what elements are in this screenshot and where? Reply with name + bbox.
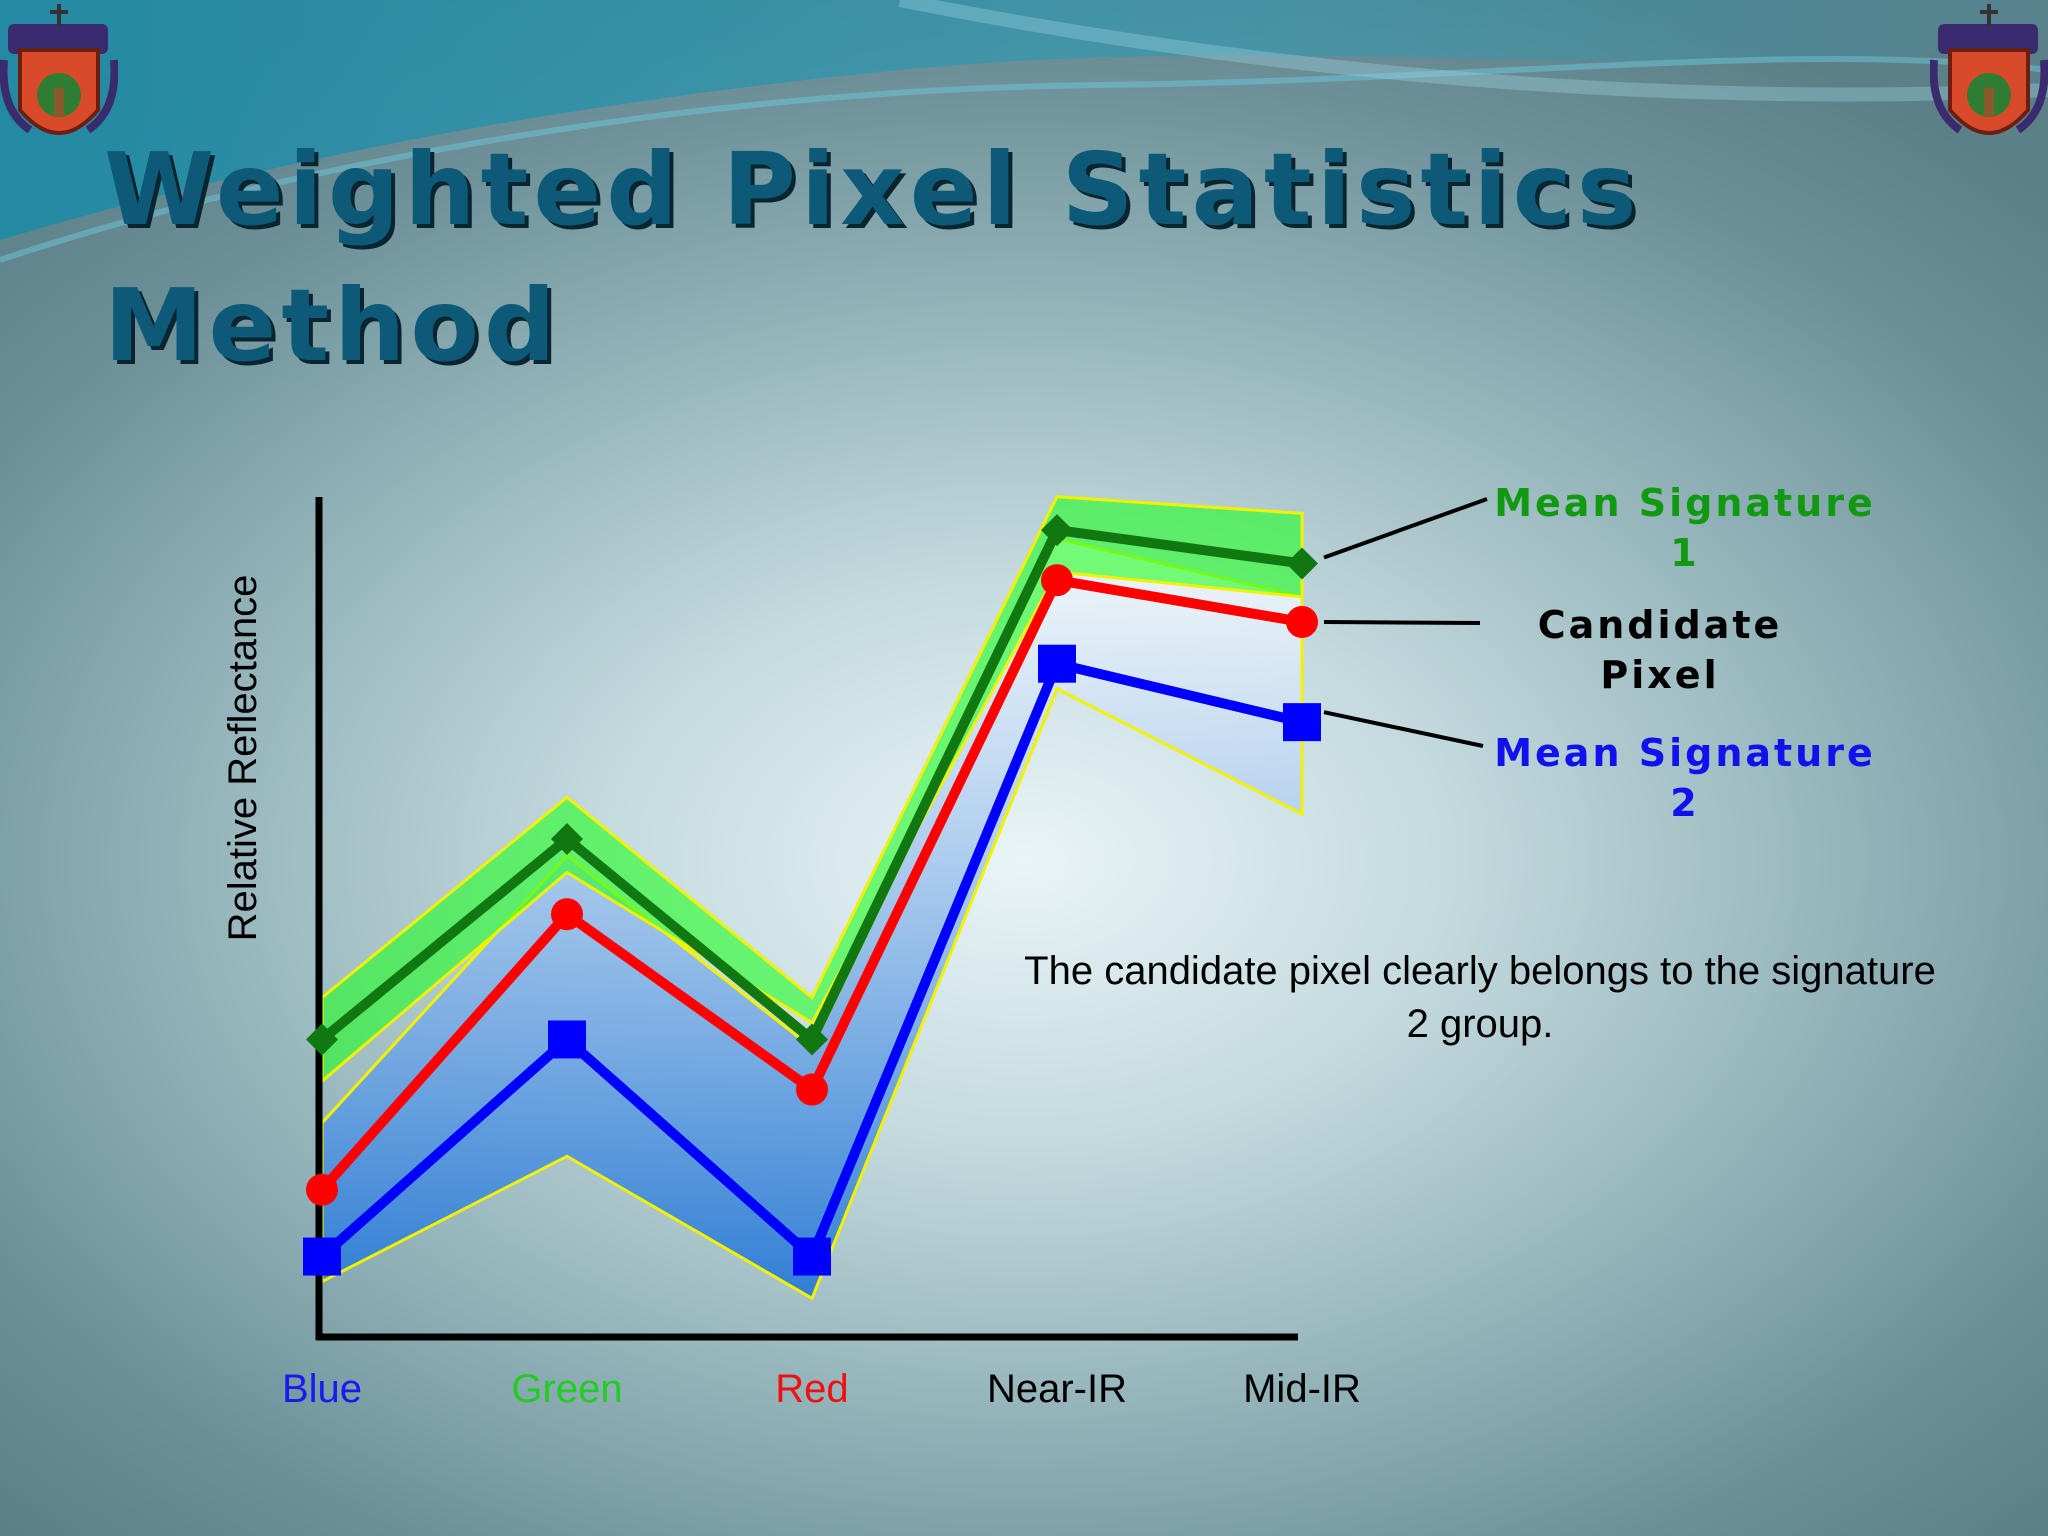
legend-sig1-line1: Mean Signature [1494, 481, 1876, 525]
title-line-2: Method [104, 267, 561, 384]
point-mean-signature-2 [1038, 644, 1076, 683]
point-mean-signature-2 [793, 1237, 831, 1276]
x-tick-red: Red [775, 1367, 848, 1411]
point-mean-signature-1 [1041, 514, 1073, 547]
x-tick-green: Green [511, 1367, 622, 1411]
legend-candidate-pixel: Candidate Pixel [1470, 600, 1850, 700]
legend-sig1-line2: 1 [1670, 531, 1700, 575]
band-series-3 [320, 536, 1304, 1301]
note-text: The candidate pixel clearly belongs to t… [1024, 949, 1936, 1046]
point-mean-signature-2 [303, 1237, 341, 1276]
point-candidate-pixel [551, 898, 583, 931]
legend-candidate-line1: Candidate [1537, 603, 1783, 647]
x-tick-mid-ir: Mid-IR [1243, 1367, 1361, 1411]
university-seal-left [0, 4, 118, 135]
leader-series-2 [1323, 619, 1481, 625]
point-candidate-pixel [1041, 564, 1073, 597]
legend-sig2-line2: 2 [1670, 781, 1700, 825]
point-candidate-pixel [306, 1173, 338, 1206]
point-mean-signature-2 [1283, 703, 1321, 742]
point-candidate-pixel [1286, 605, 1318, 638]
x-tick-blue: Blue [282, 1367, 362, 1411]
university-seal-right [1930, 4, 2048, 135]
legend-mean-signature-1: Mean Signature 1 [1490, 478, 1880, 578]
point-mean-signature-1 [306, 1023, 338, 1056]
title-line-1: Weighted Pixel Statistics [104, 131, 1642, 248]
series-markers [303, 514, 1321, 1276]
point-candidate-pixel [796, 1073, 828, 1106]
x-tick-labels: Blue Green Red Near-IR Mid-IR [282, 1367, 1361, 1411]
point-mean-signature-1 [1286, 547, 1318, 580]
leader-series-3 [1323, 710, 1484, 748]
legend-sig2-line1: Mean Signature [1494, 731, 1876, 775]
legend-leaders [1323, 497, 1488, 748]
legend-candidate-line2: Pixel [1600, 653, 1720, 697]
x-tick-near-ir: Near-IR [987, 1367, 1127, 1411]
point-mean-signature-1 [796, 1023, 828, 1056]
point-mean-signature-1 [551, 823, 583, 856]
y-axis-label: Relative Reflectance [221, 575, 265, 942]
leader-series-1 [1323, 497, 1488, 560]
legend-mean-signature-2: Mean Signature 2 [1490, 728, 1880, 828]
signature-bands [320, 495, 1304, 1301]
slide-title: Weighted Pixel Statistics Method [104, 122, 1641, 394]
point-mean-signature-2 [548, 1020, 586, 1059]
